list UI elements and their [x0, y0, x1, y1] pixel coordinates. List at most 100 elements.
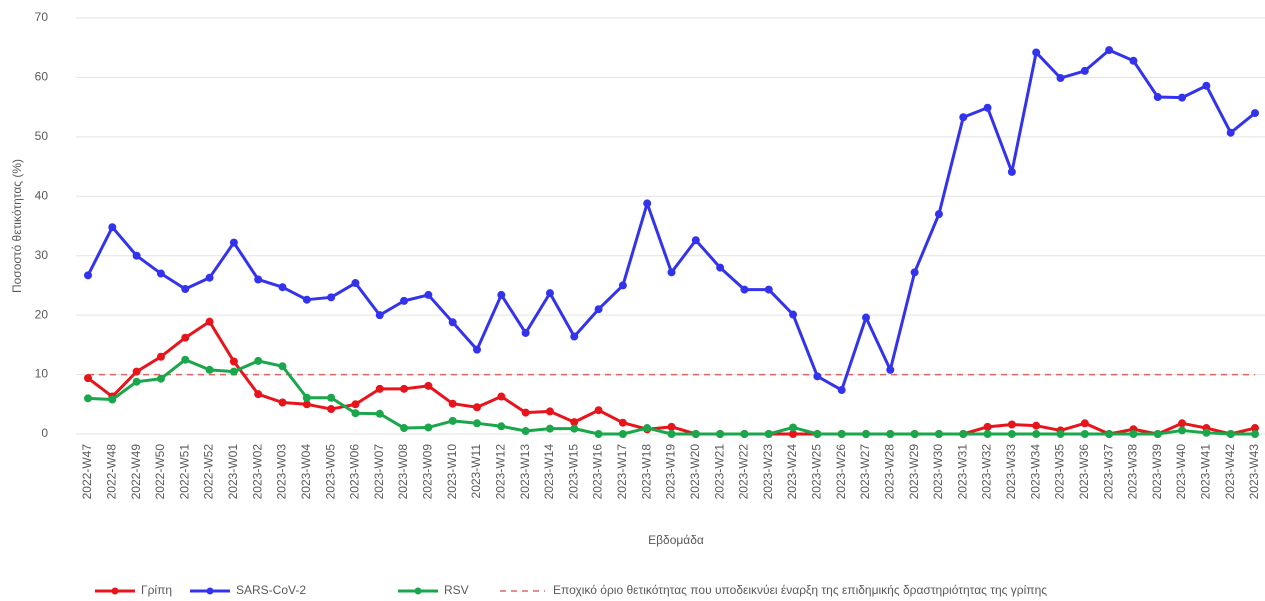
x-tick-label: 2023-W41 — [1199, 444, 1213, 500]
data-point — [521, 408, 530, 417]
data-point — [1178, 426, 1187, 435]
data-point — [1007, 430, 1016, 438]
x-tick-label: 2023-W02 — [250, 444, 264, 500]
x-tick-label: 2023-W36 — [1077, 444, 1091, 500]
data-point — [1153, 430, 1162, 438]
data-point — [594, 406, 603, 415]
x-tick-label: 2022-W47 — [80, 444, 94, 500]
x-tick-label: 2022-W50 — [153, 444, 167, 500]
x-tick-label: 2023-W31 — [955, 444, 969, 500]
data-point — [813, 372, 822, 381]
data-point — [473, 419, 481, 428]
data-point — [181, 284, 190, 293]
x-tick-label: 2022-W52 — [202, 444, 216, 500]
data-point — [254, 390, 263, 399]
x-tick-label: 2022-W48 — [104, 444, 118, 500]
data-point — [375, 384, 384, 393]
x-tick-label: 2023-W25 — [810, 444, 824, 500]
data-point — [1080, 66, 1089, 75]
data-point — [473, 345, 481, 354]
x-tick-label: 2023-W03 — [275, 444, 289, 500]
data-point — [1202, 428, 1211, 437]
data-point — [400, 384, 409, 393]
data-point — [497, 290, 506, 299]
data-point — [691, 236, 700, 245]
x-tick-label: 2023-W12 — [493, 444, 507, 500]
x-tick-label: 2023-W17 — [615, 444, 629, 500]
legend-label: SARS-CoV-2 — [236, 583, 306, 597]
data-point — [983, 422, 992, 431]
y-tick-label: 0 — [41, 426, 48, 440]
data-point — [740, 285, 749, 294]
data-point — [108, 223, 117, 232]
data-point — [643, 424, 652, 433]
x-tick-label: 2022-W49 — [129, 444, 143, 500]
x-tick-label: 2023-W40 — [1174, 444, 1188, 500]
legend-label: Εποχικό όριο θετικότητας που υποδεικνύει… — [553, 583, 1047, 597]
data-point — [351, 279, 360, 288]
data-point — [594, 430, 603, 438]
data-point — [813, 430, 822, 438]
x-tick-label: 2023-W22 — [737, 444, 751, 500]
x-tick-label: 2023-W37 — [1101, 444, 1115, 500]
data-point — [351, 400, 360, 409]
data-point — [934, 210, 943, 219]
x-tick-label: 2023-W18 — [639, 444, 653, 500]
legend-marker — [206, 587, 214, 595]
x-tick-label: 2023-W39 — [1150, 444, 1164, 500]
data-point — [473, 403, 481, 412]
data-point — [156, 374, 165, 383]
data-point — [254, 275, 263, 284]
data-point — [205, 365, 214, 374]
data-point — [448, 416, 457, 425]
y-tick-label: 60 — [35, 70, 49, 84]
data-point — [789, 423, 798, 432]
data-point — [375, 311, 384, 320]
data-point — [764, 285, 773, 294]
x-tick-label: 2022-W51 — [177, 444, 191, 500]
data-point — [764, 430, 773, 438]
x-tick-label: 2023-W13 — [518, 444, 532, 500]
x-tick-label: 2023-W04 — [299, 444, 313, 500]
data-point — [156, 269, 165, 278]
x-tick-label: 2023-W38 — [1126, 444, 1140, 500]
data-point — [375, 409, 384, 418]
x-tick-label: 2023-W14 — [542, 444, 556, 500]
data-point — [278, 362, 287, 371]
data-point — [400, 424, 409, 433]
data-point — [132, 367, 141, 376]
data-point — [521, 328, 530, 337]
data-point — [594, 305, 603, 314]
data-point — [643, 199, 652, 208]
data-point — [205, 273, 214, 282]
data-point — [229, 238, 238, 247]
data-point — [1080, 430, 1089, 438]
data-point — [424, 423, 433, 432]
x-tick-label: 2023-W27 — [858, 444, 872, 500]
data-point — [1056, 74, 1065, 83]
data-point — [1056, 430, 1065, 438]
x-tick-label: 2023-W15 — [566, 444, 580, 500]
data-point — [181, 333, 190, 342]
data-point — [351, 409, 360, 418]
data-point — [1007, 420, 1016, 429]
data-point — [1251, 430, 1259, 438]
data-point — [1080, 419, 1089, 428]
y-tick-label: 10 — [35, 367, 49, 381]
data-point — [862, 313, 870, 322]
data-point — [229, 367, 238, 376]
data-point — [618, 281, 627, 290]
data-point — [545, 407, 554, 416]
data-point — [910, 268, 919, 277]
data-point — [181, 355, 190, 364]
data-point — [983, 103, 992, 112]
data-point — [156, 352, 165, 361]
data-point — [84, 374, 92, 383]
data-point — [254, 356, 263, 365]
x-tick-label: 2023-W01 — [226, 444, 240, 500]
data-point — [229, 357, 238, 366]
data-point — [691, 430, 700, 438]
x-tick-label: 2023-W05 — [323, 444, 337, 500]
x-tick-label: 2023-W07 — [372, 444, 386, 500]
x-tick-label: 2023-W10 — [445, 444, 459, 500]
